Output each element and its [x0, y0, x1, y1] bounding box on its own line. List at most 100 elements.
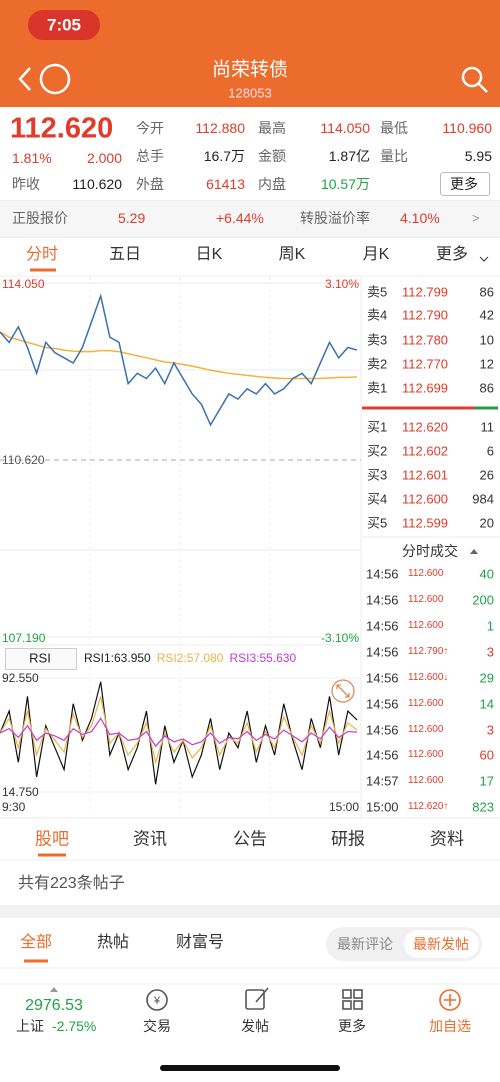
book-volume: 11	[480, 419, 495, 435]
more-button[interactable]	[440, 172, 490, 196]
trade-time: 14:56	[366, 747, 399, 763]
back-icon[interactable]	[18, 67, 31, 91]
rsi-line	[0, 717, 358, 748]
change: 2.000	[86, 150, 122, 166]
trade-volume: 3	[486, 722, 494, 738]
trade-time: 14:56	[366, 592, 399, 608]
search-icon[interactable]	[461, 66, 483, 88]
chart-tab[interactable]: 周K	[278, 246, 306, 263]
y-tick-label: 92.550	[2, 671, 39, 685]
nav-item[interactable]: 发帖	[241, 1018, 269, 1034]
pct-label: 3.10%	[324, 277, 359, 291]
trade-volume: 3	[486, 644, 494, 660]
stock-row-bg	[0, 200, 500, 238]
status-time: 7:05	[46, 15, 82, 35]
dropdown-icon	[479, 256, 489, 262]
y-tick-label: 107.190	[2, 631, 46, 645]
news-tab[interactable]: 资料	[430, 829, 464, 849]
more-button-label[interactable]: 更多	[450, 176, 478, 192]
book-price: 112.699	[402, 380, 449, 396]
trade-time: 14:56	[366, 618, 399, 634]
book-label: 卖5	[367, 284, 388, 300]
yen-glyph: ¥	[153, 995, 161, 1007]
nav-icons	[146, 987, 461, 1011]
trade-volume: 29	[479, 670, 494, 686]
book-volume: 12	[479, 356, 494, 372]
book-label: 买4	[367, 491, 388, 507]
sort-tab[interactable]: 最新发帖	[413, 936, 469, 952]
header-icons	[18, 63, 488, 95]
stock-label: 正股报价	[12, 210, 68, 226]
news-tab[interactable]: 股吧	[35, 829, 69, 849]
y-tick-label: 14.750	[2, 785, 39, 799]
trades-title: 分时成交	[402, 543, 458, 559]
field-value: 5.95	[464, 148, 492, 164]
chart-tab[interactable]: 月K	[362, 246, 390, 263]
arrow: >	[472, 210, 480, 226]
field-label: 今开	[136, 120, 164, 136]
sort-selected[interactable]	[404, 930, 479, 958]
news-tab[interactable]: 资讯	[133, 829, 167, 849]
sort-tab[interactable]: 最新评论	[337, 936, 393, 952]
trade-time: 14:56	[366, 722, 399, 738]
news-tab[interactable]: 公告	[233, 829, 267, 849]
expand-icon[interactable]	[331, 679, 355, 703]
index-arrow	[50, 987, 58, 992]
stock-price: 5.29	[118, 210, 146, 226]
sub-tab[interactable]: 热帖	[96, 934, 130, 951]
book-label: 买3	[367, 467, 388, 483]
rsi-box	[5, 648, 77, 670]
header-title: 尚荣转债	[211, 59, 289, 81]
nav-item[interactable]: 交易	[143, 1018, 171, 1034]
trade-price: 112.790↑	[408, 646, 449, 657]
time-pill	[28, 10, 100, 40]
book-volume: 26	[479, 467, 494, 483]
trade-volume: 14	[479, 696, 494, 712]
book-volume: 984	[472, 491, 494, 507]
book-price: 112.601	[402, 467, 449, 483]
premium-label: 转股溢价率	[300, 210, 370, 226]
stock-change: +6.44%	[216, 210, 264, 226]
book-volume: 20	[479, 515, 494, 531]
chart-tab[interactable]: 五日	[108, 246, 142, 263]
book-volume: 86	[479, 380, 494, 396]
price: 112.620	[10, 112, 114, 145]
x-tick-label: 9:30	[2, 800, 26, 814]
legend-entry: RSI3:55.630	[229, 651, 297, 665]
book-price: 112.600	[402, 491, 449, 507]
chart-tab[interactable]: 更多	[435, 246, 469, 263]
nav-item[interactable]: 更多	[338, 1018, 366, 1034]
trade-volume: 200	[472, 592, 494, 608]
y-tick-label: 114.050	[2, 277, 45, 291]
trade-price: 112.600	[408, 594, 444, 605]
book-volume: 10	[479, 332, 494, 348]
book-price: 112.799	[402, 284, 449, 300]
book-label: 买1	[367, 419, 388, 435]
pct-label: -3.10%	[320, 631, 359, 645]
price-line	[0, 293, 358, 427]
book-price: 112.780	[402, 332, 449, 348]
sub-tab[interactable]: 财富号	[175, 934, 225, 951]
trade-price: 112.600	[408, 775, 444, 786]
prev-close: 110.620	[72, 176, 122, 192]
field-value: 61413	[206, 176, 245, 192]
book-label: 卖4	[367, 307, 388, 323]
chart-tab[interactable]: 日K	[195, 246, 223, 263]
trade-price: 112.600↓	[408, 672, 449, 683]
post-count: 共有223条帖子	[18, 875, 125, 892]
trade-time: 14:56	[366, 644, 399, 660]
trade-price: 112.600	[408, 724, 444, 735]
book-price: 112.790	[402, 307, 449, 323]
book-label: 卖3	[367, 332, 388, 348]
chart-tab[interactable]: 分时	[25, 246, 59, 263]
field-value: 110.960	[442, 120, 492, 136]
field-label: 外盘	[136, 176, 164, 192]
field-label: 最低	[380, 120, 408, 136]
nav-item[interactable]: 加自选	[429, 1018, 471, 1034]
index-value: 2976.53	[25, 997, 83, 1014]
book-price: 112.620	[402, 419, 449, 435]
legend-entry: RSI2:57.080	[156, 651, 224, 665]
legend-entry: RSI1:63.950	[84, 651, 151, 665]
news-tab[interactable]: 研报	[331, 829, 365, 849]
sub-tab[interactable]: 全部	[19, 934, 53, 951]
